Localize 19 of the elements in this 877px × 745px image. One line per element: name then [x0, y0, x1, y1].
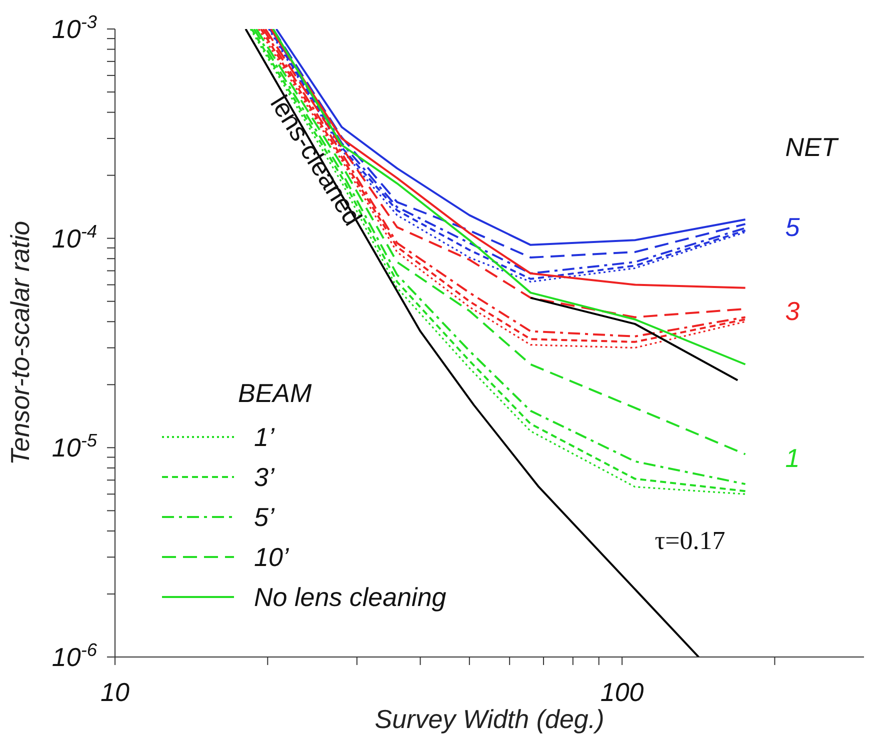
legend-label: 10’ [254, 542, 289, 572]
y-tick-label: 10$^{-3}$ [52, 12, 97, 44]
x-axis-title: Survey Width (deg.) [374, 704, 604, 734]
annotation: 5 [785, 210, 800, 243]
legend-label: 5’ [254, 502, 274, 532]
annotation: NET [785, 130, 838, 163]
y-tick-label: 10$^{-5}$ [52, 430, 98, 463]
legend-label: No lens cleaning [254, 582, 446, 612]
y-axis-title: Tensor-to-scalar ratio [5, 220, 36, 466]
y-tick-label: 10$^{-6}$ [52, 640, 98, 672]
legend-title: BEAM [238, 378, 313, 409]
x-tick-label: 10 [100, 677, 130, 707]
annotation: 1 [785, 442, 800, 474]
annotation: 3 [785, 295, 800, 327]
legend-label: 1’ [254, 422, 274, 452]
y-tick-label: 10$^{-4}$ [52, 221, 97, 254]
annotation: τ=0.17 [654, 525, 726, 558]
x-tick-label: 100 [600, 677, 644, 707]
legend-label: 3’ [254, 462, 274, 492]
